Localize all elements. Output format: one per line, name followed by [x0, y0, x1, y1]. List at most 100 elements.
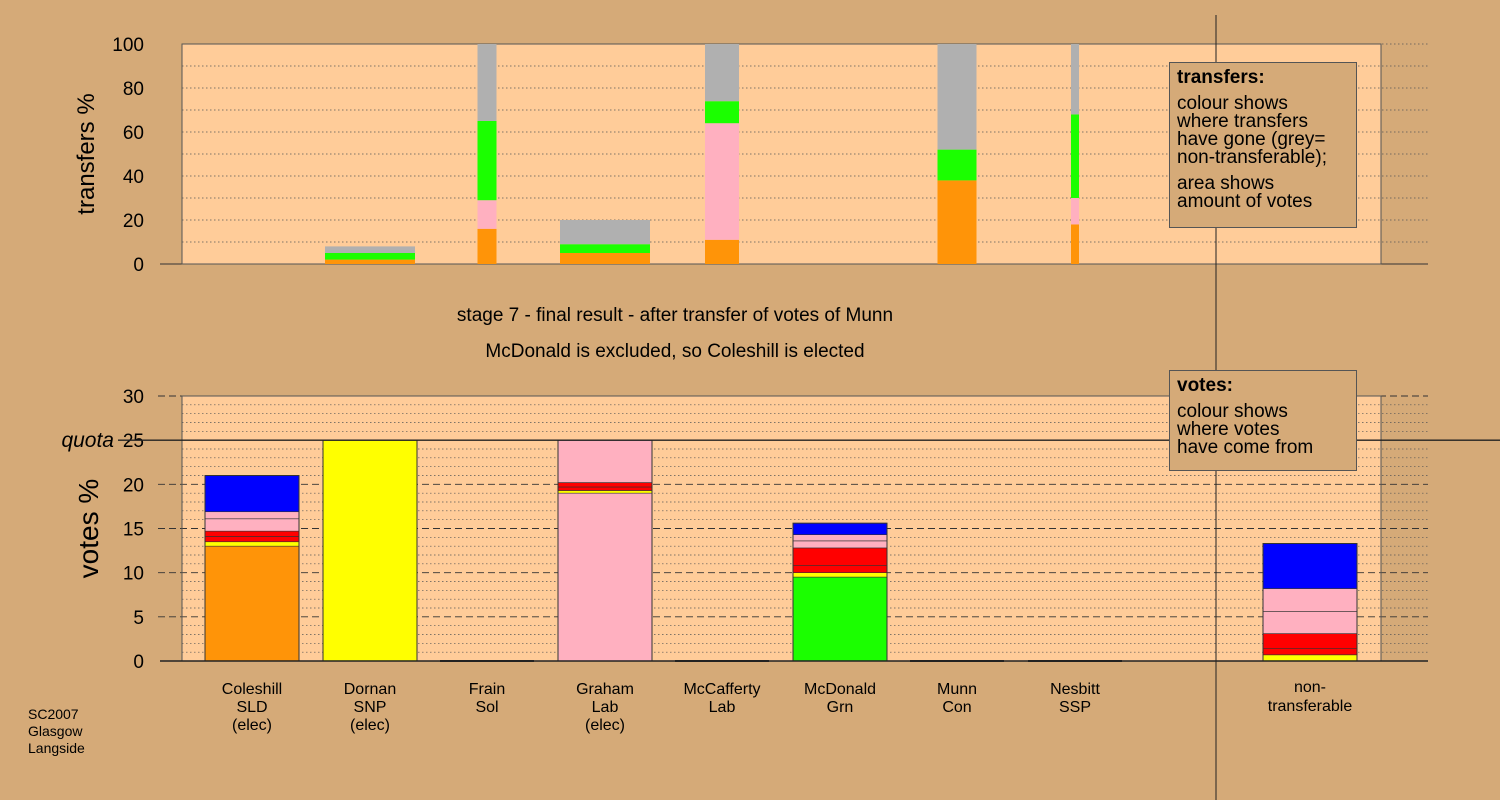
vote-segment	[792, 534, 888, 542]
transfers-plot-border	[181, 43, 1382, 265]
vote-segment	[322, 439, 418, 662]
votes-legend-title: votes:	[1177, 375, 1233, 396]
transfer-segment	[477, 228, 497, 264]
transfer-segment	[705, 44, 739, 102]
vote-segment	[557, 486, 653, 491]
vote-segment	[204, 518, 300, 532]
transfer-segment	[325, 253, 415, 260]
candidate-label: Lab	[592, 699, 619, 716]
votes-legend-line: where votes	[1177, 419, 1280, 440]
transfers-y-axis-label: transfers %	[73, 93, 100, 214]
transfer-segment	[477, 44, 497, 121]
vote-segment	[792, 540, 888, 549]
footer-line: Glasgow	[28, 723, 83, 739]
transfer-segment	[1071, 224, 1079, 264]
vote-segment	[792, 572, 888, 578]
vote-segment	[557, 482, 653, 488]
candidate-label: (elec)	[350, 717, 390, 734]
transfers-y-tick: 20	[123, 211, 144, 232]
candidate-label: (elec)	[232, 717, 272, 734]
candidate-label: Munn	[937, 681, 977, 698]
votes-y-tick: 15	[123, 520, 144, 541]
votes-legend: votes: colour shows where votes have com…	[1169, 370, 1357, 471]
vote-segment	[204, 530, 300, 537]
vote-segment	[792, 522, 888, 535]
votes-y-tick: 10	[123, 564, 144, 585]
vote-segment	[557, 439, 653, 483]
candidate-label: Dornan	[344, 681, 396, 698]
transfer-segment	[705, 239, 739, 264]
votes-legend-line: colour shows	[1177, 401, 1288, 422]
transfer-segment	[1071, 198, 1079, 225]
vote-segment	[792, 576, 888, 662]
transfers-legend-line: area shows	[1177, 173, 1275, 194]
result-caption: McDonald is excluded, so Coleshill is el…	[485, 341, 865, 362]
votes-legend-line: have come from	[1177, 437, 1314, 458]
vote-segment	[204, 545, 300, 662]
transfers-y-tick: 40	[123, 167, 144, 188]
transfers-y-tick: 60	[123, 123, 144, 144]
candidate-label: McDonald	[804, 681, 876, 698]
transfers-y-tick: 100	[112, 35, 144, 56]
transfer-segment	[1071, 114, 1079, 198]
vote-segment	[204, 511, 300, 520]
votes-y-tick: 5	[133, 608, 144, 629]
candidate-label: Con	[942, 699, 971, 716]
transfer-segment	[1071, 44, 1079, 115]
transfers-legend-line: where transfers	[1177, 111, 1308, 132]
vote-segment	[204, 536, 300, 543]
transfer-segment	[477, 121, 497, 201]
transfers-legend-line: non-transferable);	[1177, 147, 1327, 168]
nontransferable-label: non-	[1294, 679, 1326, 696]
vote-segment	[557, 490, 653, 494]
votes-y-axis-label: votes %	[73, 479, 104, 579]
candidate-label: Grn	[827, 699, 854, 716]
vote-segment	[557, 492, 653, 662]
transfers-y-tick: 0	[133, 255, 144, 276]
candidate-label: Frain	[469, 681, 505, 698]
transfer-segment	[560, 244, 650, 253]
vote-segment	[1262, 654, 1358, 662]
candidate-label: SLD	[236, 699, 267, 716]
transfer-segment	[325, 259, 415, 264]
candidate-label: Sol	[475, 699, 498, 716]
transfer-segment	[325, 246, 415, 253]
candidate-label: McCafferty	[683, 681, 760, 698]
votes-y-tick: 25	[123, 431, 144, 452]
footer-line: Langside	[28, 740, 85, 756]
votes-y-tick: 30	[123, 387, 144, 408]
vote-segment	[204, 541, 300, 547]
transfer-segment	[937, 149, 977, 181]
vote-segment	[204, 475, 300, 513]
footer-line: SC2007	[28, 706, 79, 722]
transfer-segment	[560, 253, 650, 264]
transfer-segment	[560, 220, 650, 245]
transfers-y-tick: 80	[123, 79, 144, 100]
stage-caption: stage 7 - final result - after transfer …	[456, 305, 894, 326]
transfers-legend-title: transfers:	[1177, 67, 1265, 88]
transfer-segment	[477, 200, 497, 229]
transfers-legend-line: amount of votes	[1177, 191, 1313, 212]
candidate-label: (elec)	[585, 717, 625, 734]
transfers-legend-line: have gone (grey=	[1177, 129, 1326, 150]
vote-segment	[792, 547, 888, 566]
vote-segment	[1262, 633, 1358, 649]
transfers-legend: transfers: colour shows where transfers …	[1169, 62, 1357, 228]
vote-segment	[792, 565, 888, 573]
candidate-label: SSP	[1059, 699, 1091, 716]
vote-segment	[1262, 588, 1358, 612]
transfer-segment	[705, 101, 739, 124]
vote-segment	[1262, 611, 1358, 634]
candidate-label: Nesbitt	[1050, 681, 1100, 698]
votes-y-tick: 20	[123, 475, 144, 496]
transfer-segment	[937, 44, 977, 150]
vote-segment	[1262, 543, 1358, 589]
transfer-segment	[705, 123, 739, 240]
constituency-footer: SC2007 Glasgow Langside	[28, 706, 85, 757]
votes-y-tick: 0	[133, 652, 144, 673]
nontransferable-label: transferable	[1268, 698, 1353, 715]
transfers-legend-line: colour shows	[1177, 93, 1288, 114]
transfer-segment	[937, 180, 977, 264]
candidate-label: Lab	[709, 699, 736, 716]
